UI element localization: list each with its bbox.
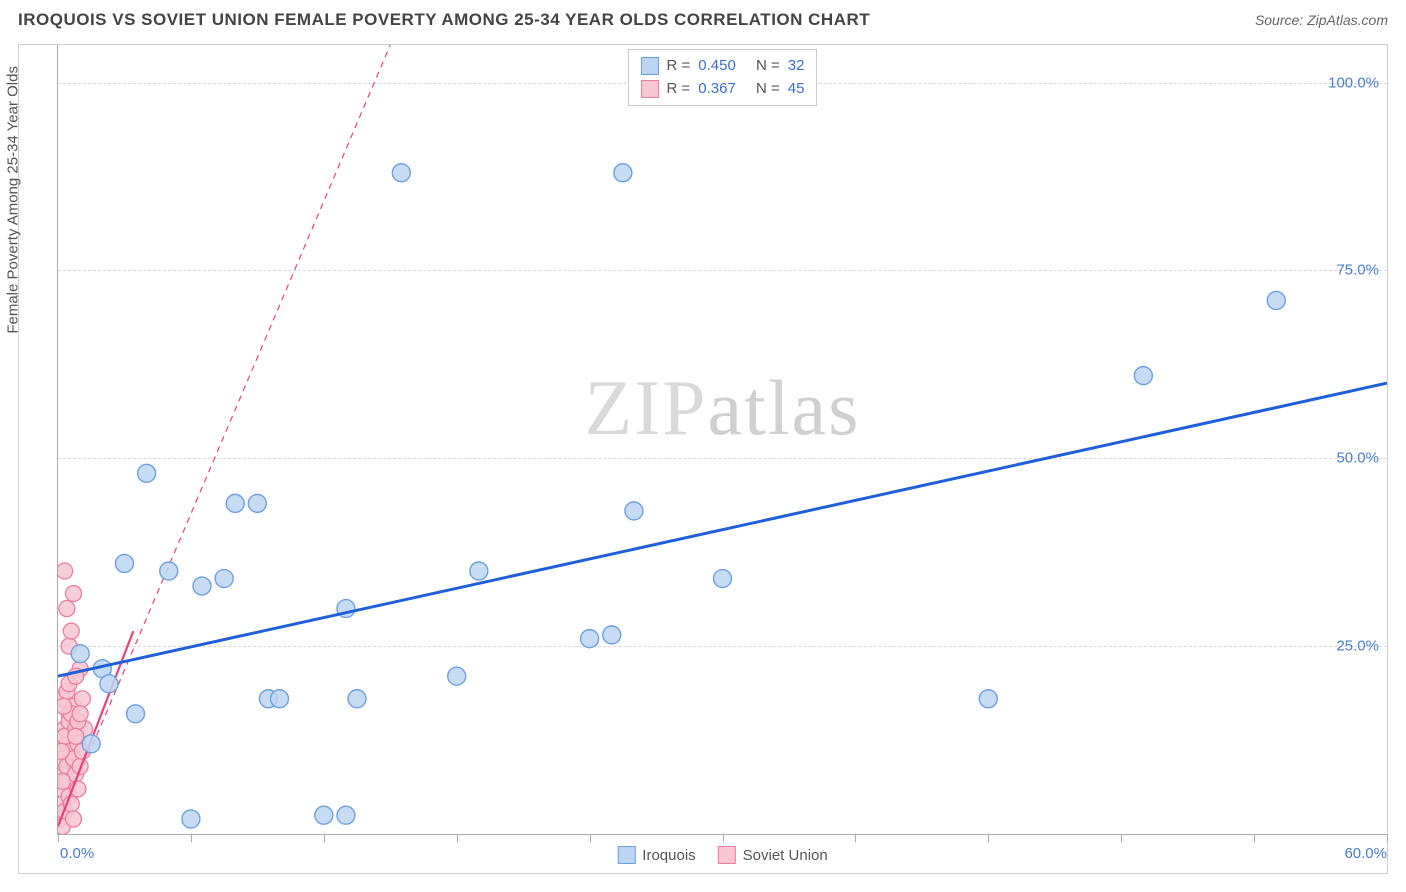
point-iroquois — [160, 562, 178, 580]
xtick-label: 0.0% — [60, 845, 94, 862]
xtick — [324, 834, 325, 842]
legend-stats-row: R = 0.367 N = 45 — [641, 78, 805, 101]
point-iroquois — [115, 554, 133, 572]
point-iroquois — [979, 690, 997, 708]
point-iroquois — [138, 464, 156, 482]
point-iroquois — [1267, 291, 1285, 309]
xtick — [1121, 834, 1122, 842]
xtick — [58, 834, 59, 842]
point-iroquois — [271, 690, 289, 708]
legend-r-value: 0.367 — [698, 78, 736, 101]
point-soviet — [58, 698, 72, 714]
point-soviet — [58, 743, 69, 759]
legend-stats-row: R = 0.450 N = 32 — [641, 55, 805, 78]
legend-n-label: N = — [756, 78, 780, 101]
legend-label: Soviet Union — [743, 847, 828, 864]
point-iroquois — [470, 562, 488, 580]
plot-area: ZIPatlas R = 0.450 N = 32 R = 0.367 N = … — [57, 45, 1387, 835]
point-iroquois — [248, 494, 266, 512]
xtick — [988, 834, 989, 842]
chart-header: IROQUOIS VS SOVIET UNION FEMALE POVERTY … — [0, 0, 1406, 36]
legend-swatch-iroquois — [641, 57, 659, 75]
legend-n-value: 45 — [788, 78, 805, 101]
legend-item-iroquois: Iroquois — [617, 846, 695, 864]
point-iroquois — [448, 667, 466, 685]
point-iroquois — [581, 630, 599, 648]
legend-swatch-iroquois — [617, 846, 635, 864]
point-iroquois — [82, 735, 100, 753]
legend-n-value: 32 — [788, 55, 805, 78]
legend-series: Iroquois Soviet Union — [617, 846, 827, 864]
chart-title: IROQUOIS VS SOVIET UNION FEMALE POVERTY … — [18, 10, 870, 30]
point-soviet — [59, 601, 75, 617]
xtick — [723, 834, 724, 842]
point-iroquois — [337, 806, 355, 824]
point-soviet — [74, 691, 90, 707]
point-soviet — [68, 728, 84, 744]
legend-r-label: R = — [667, 55, 691, 78]
xtick — [590, 834, 591, 842]
point-soviet — [66, 586, 82, 602]
xtick-label: 60.0% — [1344, 845, 1387, 862]
point-iroquois — [614, 164, 632, 182]
xtick — [1254, 834, 1255, 842]
point-iroquois — [215, 570, 233, 588]
legend-item-soviet: Soviet Union — [718, 846, 828, 864]
point-soviet — [58, 773, 70, 789]
point-soviet — [72, 706, 88, 722]
point-iroquois — [1134, 367, 1152, 385]
point-iroquois — [182, 810, 200, 828]
point-iroquois — [625, 502, 643, 520]
xtick — [1387, 834, 1388, 842]
point-soviet — [66, 811, 82, 827]
point-soviet — [63, 623, 79, 639]
legend-stats: R = 0.450 N = 32 R = 0.367 N = 45 — [628, 49, 818, 106]
point-iroquois — [71, 645, 89, 663]
trendline-iroquois — [58, 383, 1387, 676]
point-iroquois — [348, 690, 366, 708]
legend-r-value: 0.450 — [698, 55, 736, 78]
y-axis-label: Female Poverty Among 25-34 Year Olds — [5, 66, 22, 334]
legend-swatch-soviet — [641, 80, 659, 98]
chart-container: Female Poverty Among 25-34 Year Olds ZIP… — [18, 44, 1388, 874]
point-iroquois — [226, 494, 244, 512]
point-soviet — [58, 563, 73, 579]
point-iroquois — [127, 705, 145, 723]
point-iroquois — [392, 164, 410, 182]
xtick — [457, 834, 458, 842]
legend-label: Iroquois — [642, 847, 695, 864]
point-iroquois — [193, 577, 211, 595]
legend-n-label: N = — [756, 55, 780, 78]
point-iroquois — [100, 675, 118, 693]
legend-r-label: R = — [667, 78, 691, 101]
xtick — [191, 834, 192, 842]
legend-swatch-soviet — [718, 846, 736, 864]
point-iroquois — [603, 626, 621, 644]
plot-svg — [58, 45, 1387, 834]
trendline-soviet-dashed — [58, 45, 390, 826]
xtick — [855, 834, 856, 842]
point-iroquois — [714, 570, 732, 588]
chart-source: Source: ZipAtlas.com — [1255, 12, 1388, 28]
point-iroquois — [315, 806, 333, 824]
